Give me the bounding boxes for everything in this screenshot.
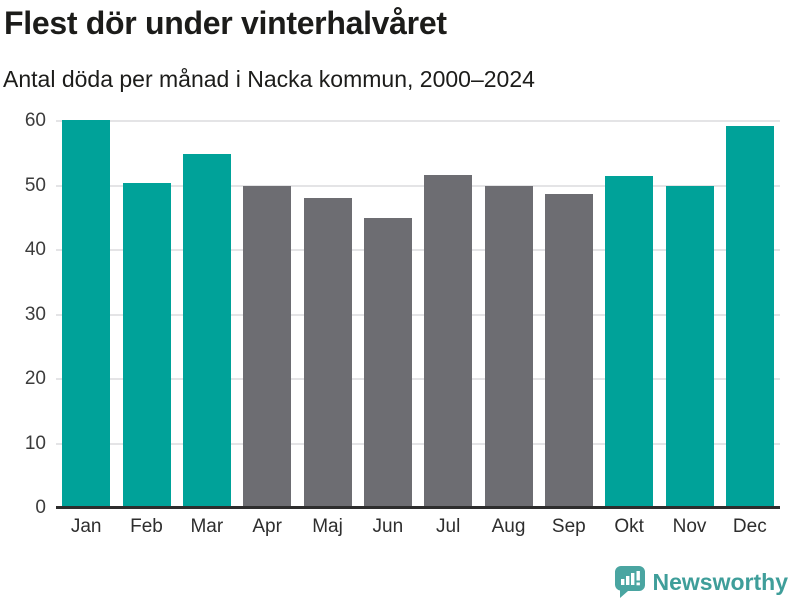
- x-tick-label-apr: Apr: [252, 516, 282, 537]
- x-tick-label-okt: Okt: [614, 516, 644, 537]
- bar-sep: [544, 193, 593, 508]
- y-tick-label-20: 20: [24, 368, 46, 389]
- gridline-10: [56, 442, 780, 445]
- gridline-60: [56, 120, 780, 122]
- newsworthy-logo-icon: [614, 566, 645, 598]
- bar-aug: [484, 186, 533, 508]
- y-tick-label-40: 40: [24, 239, 46, 260]
- y-tick-label-30: 30: [24, 303, 46, 325]
- bar-nov: [665, 186, 714, 508]
- plot-area: [56, 119, 780, 509]
- x-tick-label-feb: Feb: [130, 516, 163, 537]
- x-axis-line: [56, 506, 780, 509]
- gridline-30: [56, 313, 780, 316]
- y-tick-label-50: 50: [24, 174, 46, 196]
- chart-title: Flest dör under vinterhalvåret: [4, 5, 447, 41]
- bar-maj: [303, 198, 352, 508]
- y-tick-label-60: 60: [24, 110, 46, 131]
- y-tick-label-10: 10: [24, 432, 46, 454]
- chart-subtitle: Antal döda per månad i Nacka kommun, 200…: [3, 66, 535, 92]
- gridline-50: [56, 184, 780, 187]
- brand-name: Newsworthy: [652, 568, 788, 595]
- x-tick-label-aug: Aug: [491, 516, 526, 537]
- x-tick-label-nov: Nov: [672, 516, 707, 537]
- x-tick-label-jan: Jan: [70, 516, 102, 537]
- x-tick-label-dec: Dec: [732, 516, 767, 537]
- bar-jul: [424, 175, 473, 508]
- x-tick-label-mar: Mar: [190, 516, 224, 537]
- brand-footer: Newsworthy: [614, 566, 788, 598]
- y-axis: 0 10 20 30 40 50 60: [0, 110, 46, 518]
- bar-jan: [62, 119, 111, 508]
- gridline-20: [56, 378, 780, 380]
- bar-apr: [243, 186, 292, 508]
- x-tick-label-jun: Jun: [372, 516, 404, 537]
- bar-dec: [725, 125, 774, 508]
- x-axis: Jan Feb Mar Apr Maj Jun Jul Aug Sep Okt Nov Dec: [56, 516, 780, 544]
- x-tick-label-maj: Maj: [312, 516, 343, 537]
- bar-okt: [605, 175, 654, 508]
- x-tick-label-sep: Sep: [551, 516, 586, 537]
- x-tick-label-jul: Jul: [436, 516, 461, 537]
- y-tick-label-0: 0: [35, 497, 46, 518]
- bar-jun: [363, 217, 412, 508]
- gridline-40: [56, 249, 780, 251]
- bar-feb: [122, 182, 171, 508]
- bar-mar: [182, 153, 231, 508]
